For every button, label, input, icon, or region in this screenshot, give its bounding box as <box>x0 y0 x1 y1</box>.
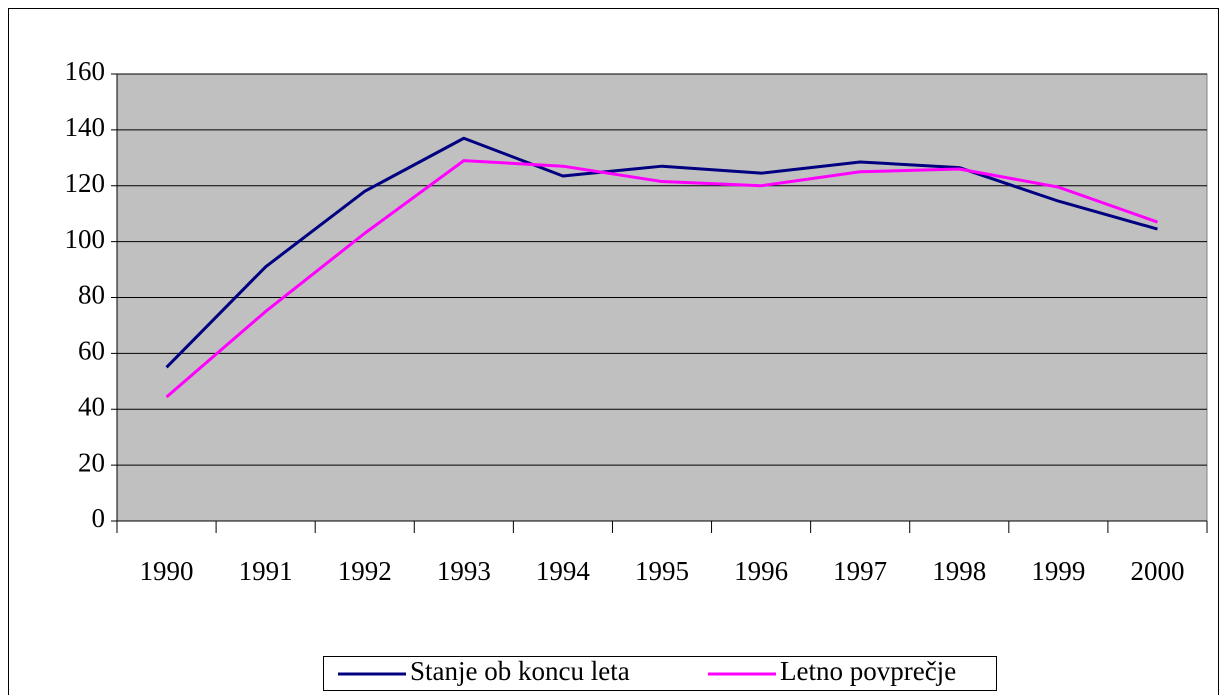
data-line <box>165 136 1158 369</box>
y-tick-label: 20 <box>78 447 105 477</box>
x-tick-label: 1997 <box>833 556 887 586</box>
x-tick-label: 1996 <box>734 556 788 586</box>
y-tick-label: 100 <box>65 224 106 254</box>
y-tick-label: 40 <box>78 391 105 421</box>
x-tick-label: 1991 <box>239 556 293 586</box>
x-tick-label: 2000 <box>1130 556 1184 586</box>
y-tick-label: 60 <box>78 336 105 366</box>
legend-label: Stanje ob koncu leta <box>410 656 630 686</box>
y-tick-label: 0 <box>92 503 106 533</box>
x-tick-label: 1993 <box>437 556 491 586</box>
x-tick-label: 1990 <box>140 556 194 586</box>
data-line <box>165 159 1158 399</box>
x-tick-label: 1995 <box>635 556 689 586</box>
y-tick-label: 120 <box>65 168 106 198</box>
x-tick-label: 1998 <box>932 556 986 586</box>
x-tick-label: 1999 <box>1031 556 1085 586</box>
x-tick-label: 1994 <box>536 556 591 586</box>
legend-label: Letno povprečje <box>780 656 956 686</box>
legend-box <box>323 656 997 691</box>
x-tick-label: 1992 <box>338 556 392 586</box>
y-tick-label: 140 <box>65 112 106 142</box>
y-tick-label: 80 <box>78 280 105 310</box>
y-tick-label: 160 <box>65 56 106 86</box>
